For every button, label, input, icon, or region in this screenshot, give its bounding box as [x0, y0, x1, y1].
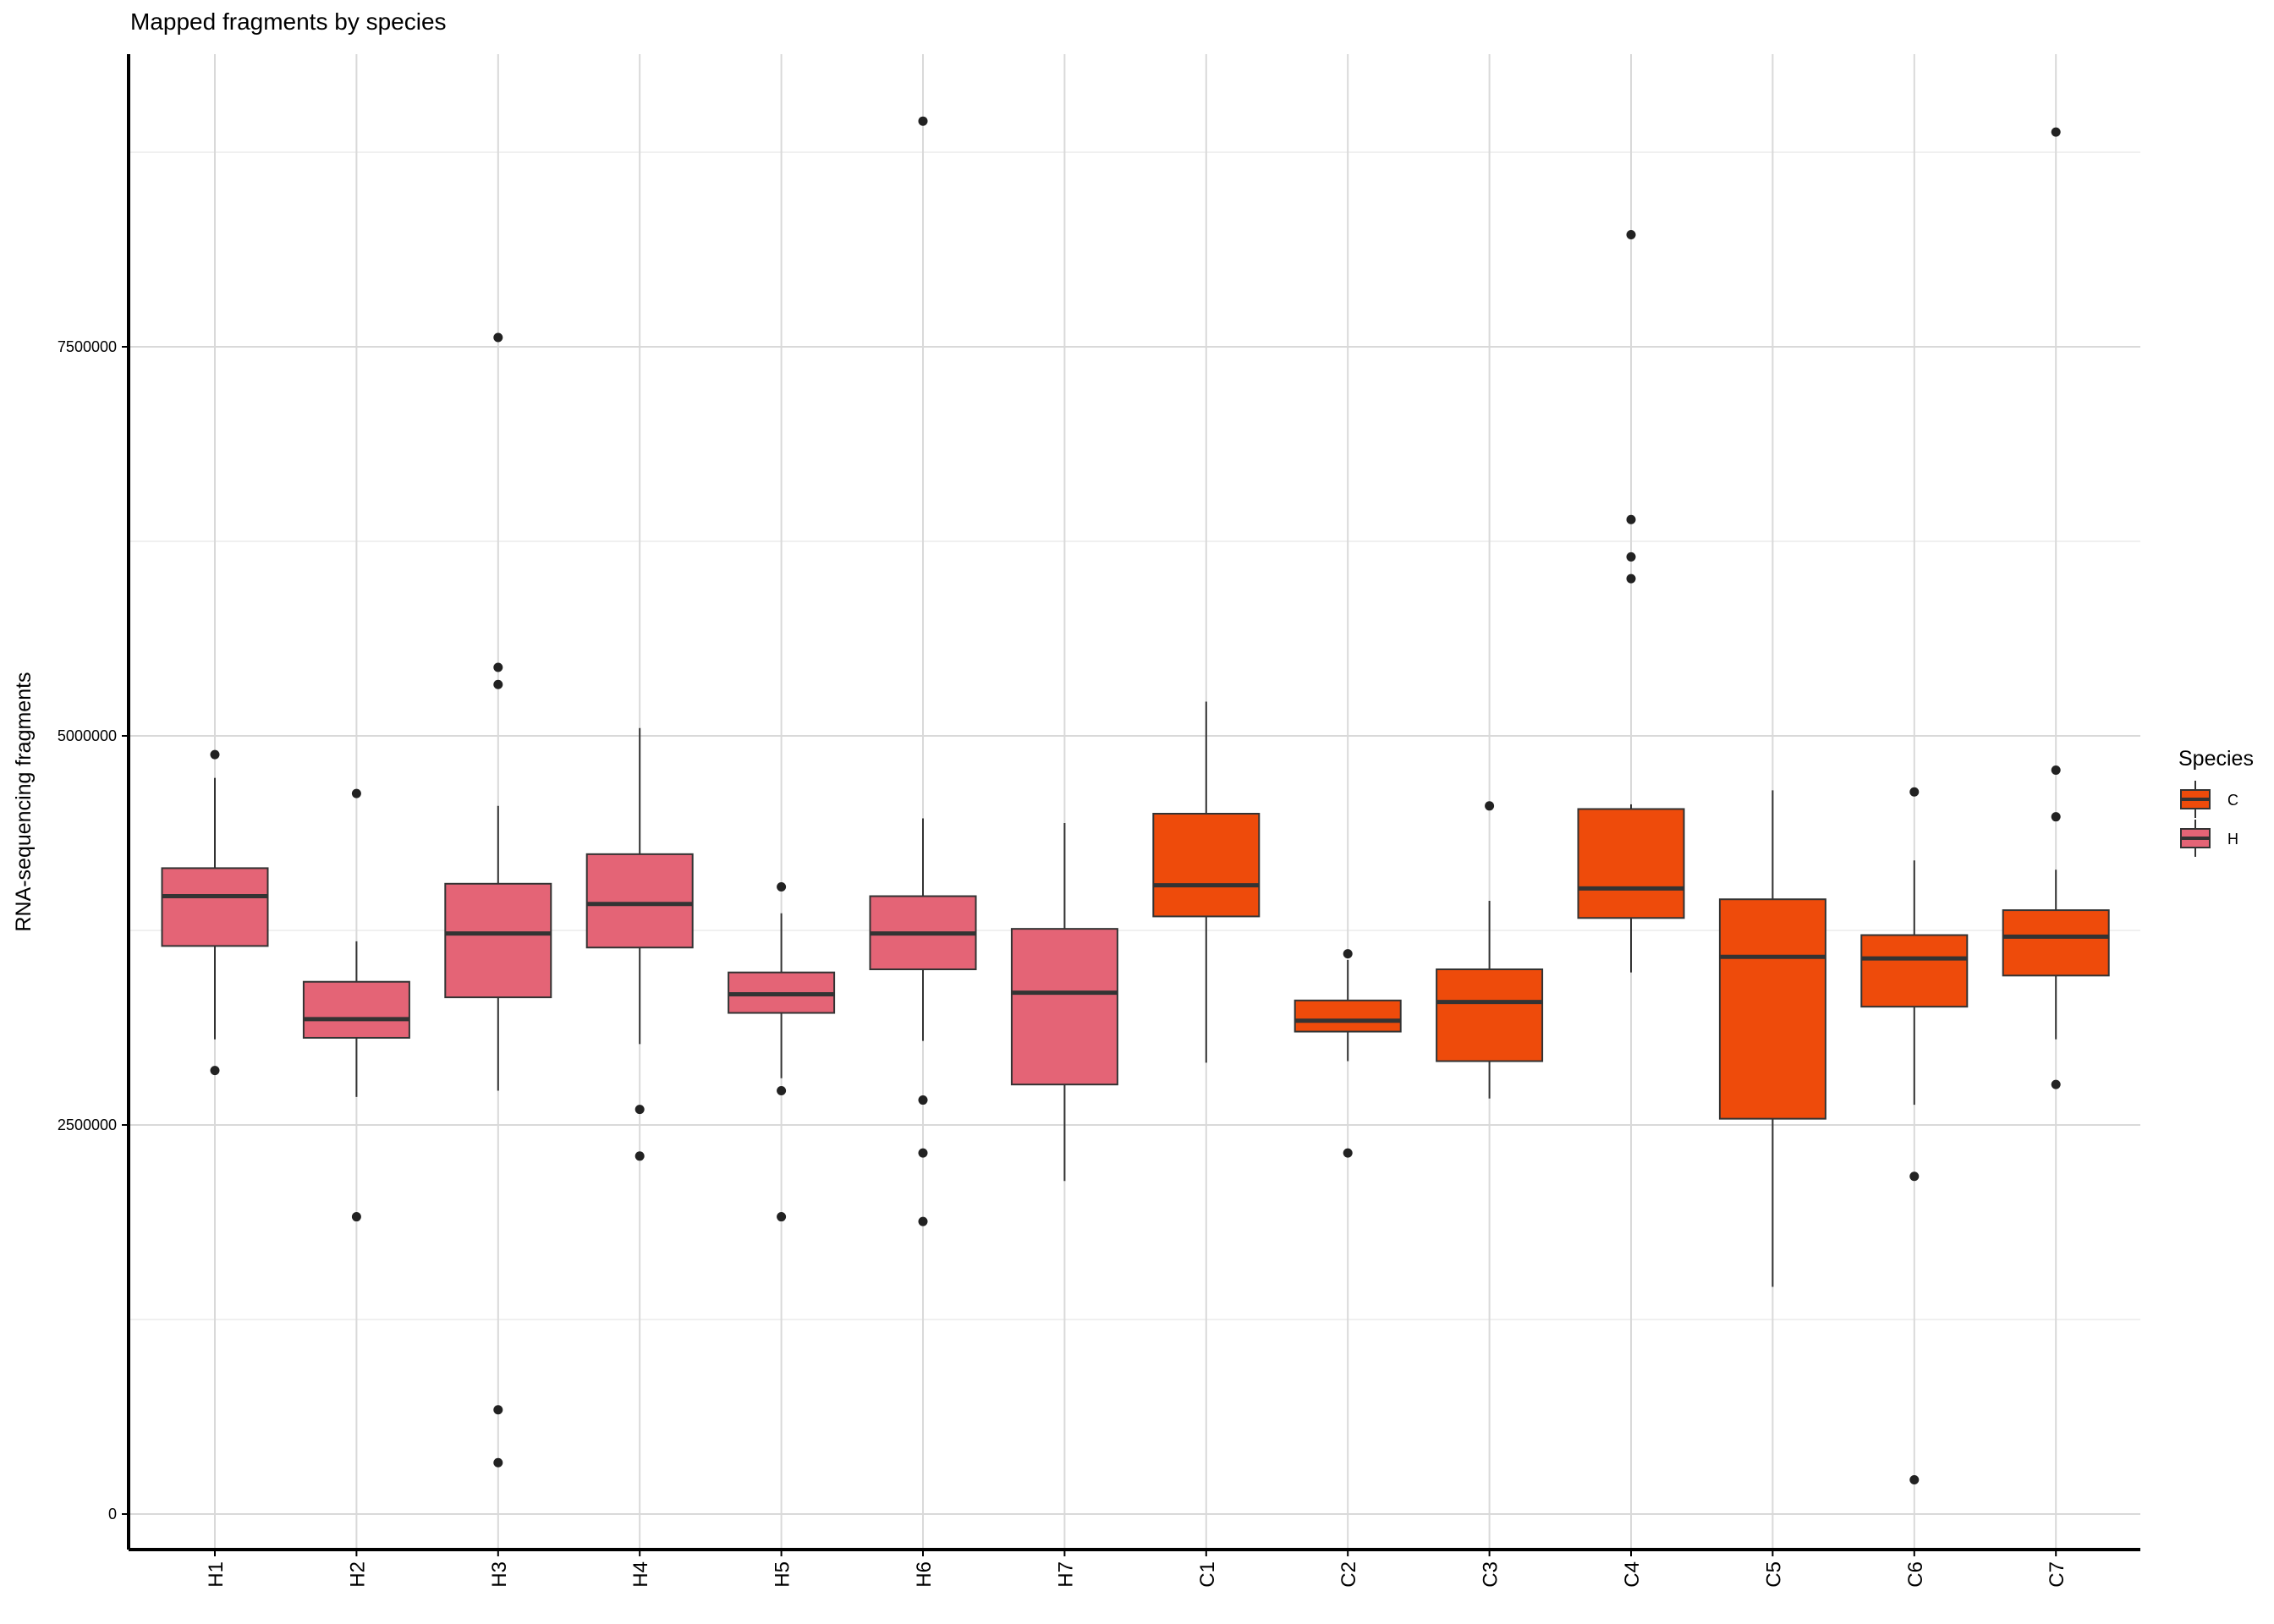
outlier-point [1343, 1148, 1353, 1158]
outlier-point [918, 1148, 928, 1158]
outlier-point [1626, 551, 1636, 562]
x-tick-label: H3 [488, 1561, 511, 1588]
x-tick-label: H5 [772, 1561, 794, 1588]
box-H4 [585, 727, 694, 1161]
legend-label: H [2227, 831, 2238, 848]
outlier-point [2051, 812, 2061, 822]
outlier-point [210, 1066, 220, 1076]
box-H7 [1010, 823, 1118, 1182]
outlier-point [493, 1405, 503, 1415]
box-C4 [1577, 230, 1685, 973]
outlier-point [634, 1105, 645, 1115]
box-layer [161, 116, 2110, 1485]
legend-label: C [2227, 792, 2238, 809]
box-body [1718, 898, 1826, 1120]
outlier-point [777, 1086, 787, 1096]
y-axis-title: RNA-sequencing fragments [12, 672, 36, 931]
outlier-point [351, 1212, 361, 1222]
x-tick-label: C1 [1196, 1561, 1219, 1588]
x-tick-label: C2 [1337, 1561, 1360, 1588]
x-tick-label: H6 [913, 1561, 936, 1588]
y-tick-label: 7500000 [58, 338, 117, 355]
legend-layer: Species C H [2178, 747, 2254, 857]
x-tick-label: H7 [1054, 1561, 1077, 1588]
outlier-point [1485, 801, 1495, 811]
box-body [1860, 934, 1969, 1008]
box-body [2002, 909, 2110, 977]
outlier-point [493, 332, 503, 343]
box-body [1436, 968, 1544, 1062]
box-H5 [728, 881, 836, 1222]
x-tick-label: C6 [1904, 1561, 1927, 1588]
box-body [585, 853, 694, 949]
x-tick-label: C3 [1480, 1561, 1502, 1588]
box-body [1577, 808, 1685, 919]
x-tick-label: H4 [629, 1561, 652, 1588]
box-H6 [869, 116, 977, 1226]
outlier-point [918, 1095, 928, 1106]
box-body [302, 980, 410, 1039]
outlier-point [1626, 573, 1636, 584]
box-H1 [161, 749, 269, 1076]
outlier-point [493, 679, 503, 689]
box-body [1294, 999, 1402, 1033]
box-C7 [2002, 127, 2110, 1089]
y-tick-label: 2500000 [58, 1116, 117, 1133]
x-tick-label: H1 [205, 1561, 228, 1588]
x-tick-label: C4 [1621, 1561, 1644, 1588]
x-tick-label: C5 [1762, 1561, 1785, 1588]
y-tick-label: 5000000 [58, 727, 117, 744]
x-tick-label: C7 [2046, 1561, 2068, 1588]
x-tick-label: H2 [346, 1561, 369, 1588]
legend-entry-H: H [2180, 820, 2238, 857]
axis-layer: 0 2500000 5000000 7500000 H1 H2 H3 H4 H5 H6 H7 C1 C2… [12, 54, 2140, 1588]
outlier-point [1343, 949, 1353, 959]
y-tick-label: 0 [108, 1506, 117, 1522]
outlier-point [777, 1212, 787, 1222]
outlier-point [493, 1457, 503, 1468]
legend-title: Species [2178, 747, 2254, 771]
box-body [1010, 928, 1118, 1086]
outlier-point [777, 881, 787, 892]
outlier-point [210, 749, 220, 760]
chart-title: Mapped fragments by species [130, 8, 447, 35]
outlier-point [493, 662, 503, 672]
outlier-point [1626, 230, 1636, 240]
box-C5 [1718, 790, 1826, 1287]
box-C2 [1294, 949, 1402, 1158]
box-body [161, 867, 269, 947]
box-body [1152, 813, 1261, 918]
box-H3 [444, 332, 552, 1468]
legend-entry-C: C [2180, 781, 2238, 818]
box-C1 [1152, 701, 1261, 1063]
outlier-point [351, 788, 361, 798]
outlier-point [918, 116, 928, 126]
box-C6 [1860, 787, 1969, 1485]
outlier-point [2051, 127, 2061, 137]
outlier-point [1909, 1171, 1920, 1182]
outlier-point [2051, 1079, 2061, 1089]
box-C3 [1436, 801, 1544, 1099]
outlier-point [1626, 514, 1636, 524]
grid-layer [129, 54, 2140, 1550]
box-H2 [302, 788, 410, 1222]
outlier-point [634, 1151, 645, 1161]
outlier-point [1909, 1475, 1920, 1485]
box-body [444, 882, 552, 999]
outlier-point [918, 1216, 928, 1226]
outlier-point [1909, 787, 1920, 797]
outlier-point [2051, 765, 2061, 775]
